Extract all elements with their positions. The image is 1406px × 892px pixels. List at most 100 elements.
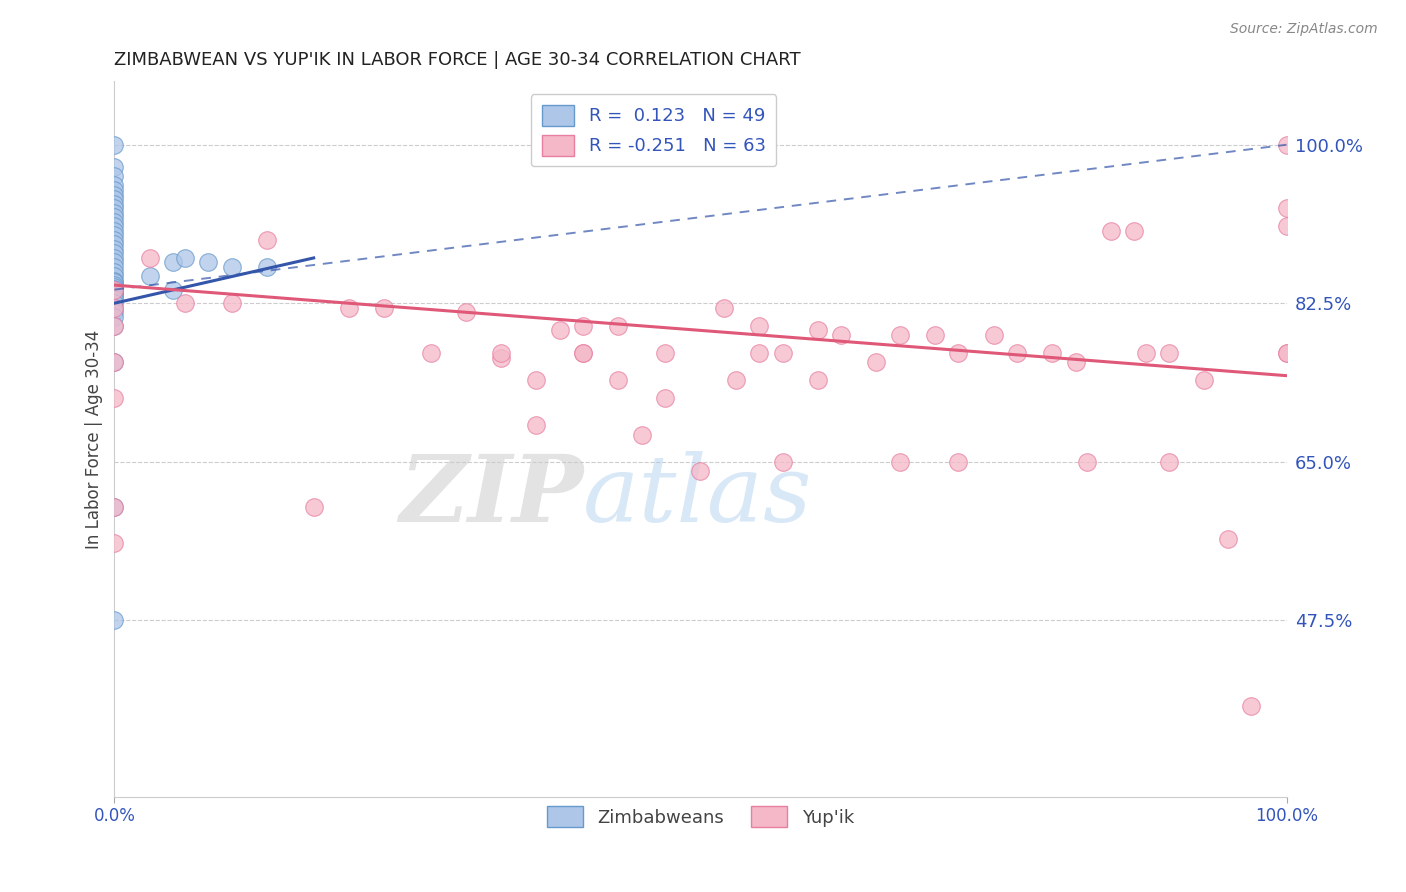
Point bbox=[713, 301, 735, 315]
Point bbox=[1275, 346, 1298, 360]
Point bbox=[524, 373, 547, 387]
Point bbox=[889, 455, 911, 469]
Point bbox=[173, 296, 195, 310]
Point bbox=[103, 169, 125, 184]
Point bbox=[103, 284, 125, 298]
Point bbox=[337, 301, 360, 315]
Point bbox=[103, 268, 125, 283]
Point bbox=[162, 283, 184, 297]
Point bbox=[889, 327, 911, 342]
Point bbox=[1240, 699, 1263, 714]
Point bbox=[489, 351, 512, 365]
Point bbox=[103, 205, 125, 219]
Point bbox=[103, 196, 125, 211]
Point bbox=[948, 455, 970, 469]
Point bbox=[256, 233, 278, 247]
Point bbox=[772, 455, 794, 469]
Point bbox=[103, 292, 125, 306]
Point bbox=[138, 268, 160, 283]
Point bbox=[103, 255, 125, 269]
Point bbox=[103, 301, 125, 315]
Point bbox=[162, 255, 184, 269]
Point bbox=[924, 327, 946, 342]
Point bbox=[830, 327, 852, 342]
Text: atlas: atlas bbox=[583, 451, 813, 541]
Point bbox=[1040, 346, 1063, 360]
Point bbox=[103, 233, 125, 247]
Point bbox=[103, 287, 125, 301]
Point bbox=[103, 161, 125, 175]
Point bbox=[138, 251, 160, 265]
Point bbox=[103, 237, 125, 252]
Point bbox=[548, 323, 571, 337]
Point bbox=[572, 346, 595, 360]
Point bbox=[454, 305, 477, 319]
Point bbox=[1159, 455, 1181, 469]
Point bbox=[103, 178, 125, 193]
Text: Source: ZipAtlas.com: Source: ZipAtlas.com bbox=[1230, 22, 1378, 37]
Point bbox=[103, 274, 125, 288]
Point bbox=[103, 285, 125, 300]
Point bbox=[103, 278, 125, 293]
Point bbox=[103, 192, 125, 206]
Point bbox=[103, 276, 125, 290]
Point bbox=[807, 323, 830, 337]
Point bbox=[103, 242, 125, 256]
Point bbox=[103, 260, 125, 274]
Point bbox=[197, 255, 219, 269]
Point bbox=[807, 373, 830, 387]
Point bbox=[373, 301, 395, 315]
Point bbox=[103, 215, 125, 229]
Text: ZIMBABWEAN VS YUP'IK IN LABOR FORCE | AGE 30-34 CORRELATION CHART: ZIMBABWEAN VS YUP'IK IN LABOR FORCE | AG… bbox=[114, 51, 801, 69]
Point bbox=[103, 310, 125, 324]
Point bbox=[103, 210, 125, 224]
Point bbox=[103, 500, 125, 514]
Point bbox=[1275, 137, 1298, 152]
Point bbox=[631, 427, 654, 442]
Point bbox=[221, 260, 243, 274]
Point bbox=[724, 373, 747, 387]
Point bbox=[256, 260, 278, 274]
Point bbox=[1135, 346, 1157, 360]
Y-axis label: In Labor Force | Age 30-34: In Labor Force | Age 30-34 bbox=[86, 329, 103, 549]
Point bbox=[103, 183, 125, 197]
Point bbox=[1275, 219, 1298, 234]
Point bbox=[524, 418, 547, 433]
Point bbox=[1064, 355, 1087, 369]
Point bbox=[983, 327, 1005, 342]
Point bbox=[607, 318, 630, 333]
Point bbox=[772, 346, 794, 360]
Point bbox=[572, 318, 595, 333]
Point bbox=[103, 318, 125, 333]
Point bbox=[103, 392, 125, 406]
Point bbox=[748, 346, 770, 360]
Point bbox=[1005, 346, 1028, 360]
Point bbox=[103, 282, 125, 296]
Point bbox=[654, 346, 676, 360]
Point bbox=[103, 355, 125, 369]
Point bbox=[1123, 224, 1146, 238]
Point bbox=[103, 280, 125, 294]
Point bbox=[572, 346, 595, 360]
Point bbox=[302, 500, 325, 514]
Point bbox=[103, 305, 125, 319]
Point bbox=[103, 201, 125, 215]
Point bbox=[489, 346, 512, 360]
Point bbox=[748, 318, 770, 333]
Point bbox=[173, 251, 195, 265]
Point bbox=[103, 283, 125, 297]
Point bbox=[103, 264, 125, 278]
Point bbox=[1159, 346, 1181, 360]
Point bbox=[103, 613, 125, 627]
Point bbox=[103, 219, 125, 234]
Text: ZIP: ZIP bbox=[399, 451, 583, 541]
Point bbox=[103, 228, 125, 243]
Point bbox=[1216, 532, 1239, 546]
Point bbox=[103, 224, 125, 238]
Point bbox=[103, 187, 125, 202]
Point bbox=[103, 289, 125, 303]
Point bbox=[103, 251, 125, 265]
Point bbox=[103, 536, 125, 550]
Point bbox=[1076, 455, 1098, 469]
Point bbox=[654, 392, 676, 406]
